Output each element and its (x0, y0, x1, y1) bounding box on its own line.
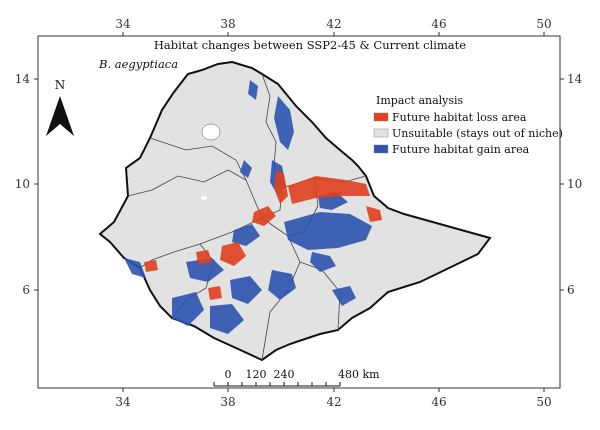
top-tick-label: 46 (431, 17, 446, 31)
scale-label-240: 240 (274, 368, 295, 381)
gain-patch (172, 292, 204, 326)
map-title: Habitat changes between SSP2-45 & Curren… (154, 38, 466, 52)
loss-patch (288, 176, 370, 204)
gain-patch (240, 160, 252, 178)
bottom-tick-label: 46 (431, 395, 446, 409)
left-tick-label: 6 (22, 283, 30, 297)
north-arrow-left-half (46, 96, 60, 136)
legend-swatch-gain (373, 144, 389, 154)
top-tick-label: 50 (536, 17, 551, 31)
lake (201, 196, 207, 200)
legend: Impact analysis Future habitat loss area… (373, 94, 563, 156)
bottom-tick-label: 38 (220, 395, 235, 409)
country-outline (98, 60, 492, 362)
gain-patch (186, 258, 224, 282)
species-name: B. aegyptiaca (98, 57, 178, 71)
scale-label-0: 0 (225, 368, 232, 381)
scale-label-120: 120 (246, 368, 267, 381)
legend-swatch-unsuitable (373, 128, 389, 138)
top-tick-label: 42 (326, 17, 341, 31)
gain-patch (230, 276, 262, 304)
scale-label-480: 480 km (338, 368, 380, 381)
bottom-tick-label: 42 (326, 395, 341, 409)
lake-tana (201, 123, 221, 141)
left-axis (34, 78, 38, 291)
gain-patch (310, 252, 336, 272)
right-tick-label: 10 (567, 177, 582, 191)
top-tick-label: 34 (115, 17, 131, 31)
loss-patch (274, 170, 288, 204)
legend-swatch-loss (373, 112, 389, 122)
loss-patch (144, 260, 158, 272)
legend-label-loss: Future habitat loss area (392, 111, 527, 124)
right-axis (560, 78, 564, 291)
right-tick-label: 6 (567, 283, 575, 297)
left-tick-label: 14 (15, 72, 31, 86)
gain-patch (210, 304, 244, 334)
loss-patch (252, 206, 276, 226)
left-tick-label: 10 (15, 177, 30, 191)
habitat-loss-areas (144, 170, 382, 300)
north-label: N (55, 78, 66, 92)
gain-patch (232, 224, 260, 246)
loss-patch (208, 286, 222, 300)
legend-label-gain: Future habitat gain area (392, 143, 530, 156)
scale-bar: 0 120 240 480 km (213, 368, 380, 387)
gain-patch (268, 270, 296, 300)
gain-patch (284, 212, 372, 250)
bottom-tick-label: 50 (536, 395, 551, 409)
top-axis (122, 32, 545, 36)
gain-patch (332, 286, 356, 306)
gain-patch (124, 258, 146, 278)
gain-patch (248, 80, 258, 100)
legend-label-unsuitable: Unsuitable (stays out of niche) (392, 127, 563, 140)
right-tick-label: 14 (567, 72, 583, 86)
north-arrow-right-half (60, 96, 74, 136)
bottom-tick-label: 34 (115, 395, 131, 409)
loss-patch (196, 250, 212, 264)
loss-patch (220, 242, 246, 266)
legend-title: Impact analysis (376, 94, 464, 107)
top-tick-label: 38 (220, 17, 235, 31)
bottom-axis (122, 388, 545, 392)
gain-patch (274, 96, 294, 150)
loss-patch (366, 206, 382, 222)
north-arrow: N (46, 78, 74, 136)
